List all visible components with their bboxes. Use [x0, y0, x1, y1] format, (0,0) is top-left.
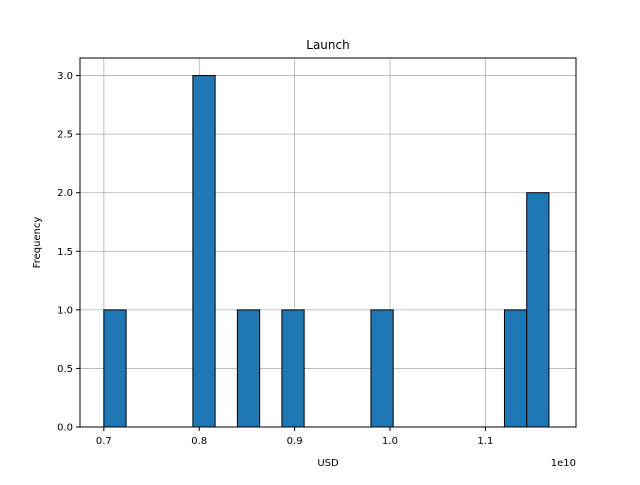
- x-tick-label: 1.1: [477, 436, 493, 447]
- y-tick-label: 2.5: [57, 130, 73, 141]
- histogram-bar: [503, 309, 528, 428]
- x-tick-label: 0.7: [96, 436, 112, 447]
- histogram-bar: [236, 309, 261, 428]
- y-tick-label: 1.0: [57, 305, 73, 316]
- histogram-bar: [281, 309, 305, 428]
- histogram-bar: [370, 309, 394, 428]
- x-tick-label: 1.0: [382, 436, 398, 447]
- histogram-bar: [192, 75, 216, 428]
- y-tick-label: 0.0: [57, 423, 73, 434]
- x-offset-label: 1e10: [551, 458, 576, 469]
- y-tick-label: 0.5: [57, 364, 73, 375]
- x-tick-label: 0.8: [191, 436, 207, 447]
- chart-title: Launch: [306, 38, 349, 52]
- plot-frame: [79, 57, 577, 428]
- y-axis-label: Frequency: [32, 217, 43, 269]
- x-tick-label: 0.9: [287, 436, 303, 447]
- y-tick-label: 3.0: [57, 71, 73, 82]
- histogram-bar: [103, 309, 127, 428]
- x-axis-label: USD: [317, 458, 339, 469]
- grid-layer: [80, 58, 576, 428]
- histogram-bar: [526, 192, 550, 428]
- y-tick-label: 2.0: [57, 188, 73, 199]
- y-tick-label: 1.5: [57, 247, 73, 258]
- ticks-layer: 0.7 0.8 0.9 1.0 1.1 0.0 0.5 1.0 1.5 2.0 2.5 3.0: [57, 71, 493, 447]
- bars-layer: [103, 75, 550, 428]
